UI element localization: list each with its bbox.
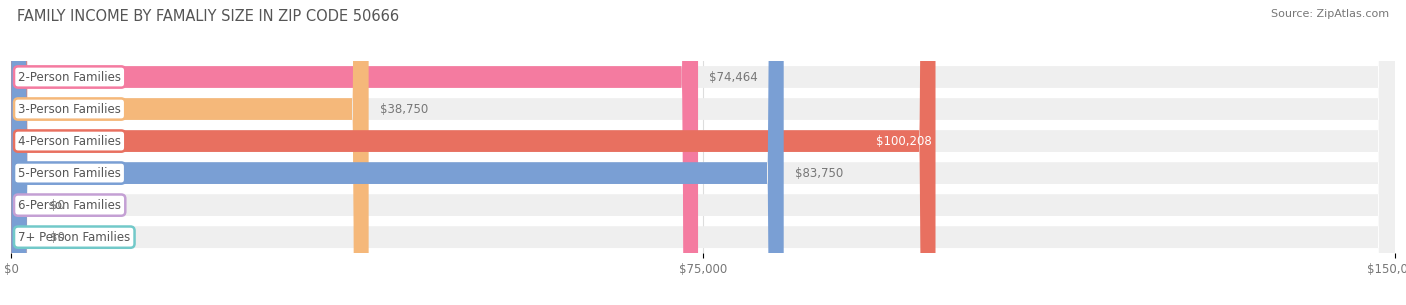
Text: 4-Person Families: 4-Person Families bbox=[18, 135, 121, 148]
Text: 2-Person Families: 2-Person Families bbox=[18, 70, 121, 84]
FancyBboxPatch shape bbox=[11, 0, 1395, 305]
Text: $0: $0 bbox=[51, 231, 65, 244]
FancyBboxPatch shape bbox=[11, 0, 697, 305]
FancyBboxPatch shape bbox=[11, 0, 783, 305]
FancyBboxPatch shape bbox=[11, 0, 1395, 305]
FancyBboxPatch shape bbox=[11, 0, 1395, 305]
Text: $83,750: $83,750 bbox=[794, 167, 844, 180]
FancyBboxPatch shape bbox=[11, 0, 1395, 305]
Text: $0: $0 bbox=[51, 199, 65, 212]
Text: 7+ Person Families: 7+ Person Families bbox=[18, 231, 131, 244]
Text: 3-Person Families: 3-Person Families bbox=[18, 102, 121, 116]
Text: 5-Person Families: 5-Person Families bbox=[18, 167, 121, 180]
Text: Source: ZipAtlas.com: Source: ZipAtlas.com bbox=[1271, 9, 1389, 19]
Text: FAMILY INCOME BY FAMALIY SIZE IN ZIP CODE 50666: FAMILY INCOME BY FAMALIY SIZE IN ZIP COD… bbox=[17, 9, 399, 24]
FancyBboxPatch shape bbox=[11, 0, 1395, 305]
FancyBboxPatch shape bbox=[11, 0, 368, 305]
Text: $74,464: $74,464 bbox=[709, 70, 758, 84]
Text: 6-Person Families: 6-Person Families bbox=[18, 199, 121, 212]
FancyBboxPatch shape bbox=[11, 0, 1395, 305]
Text: $100,208: $100,208 bbox=[876, 135, 931, 148]
Text: $38,750: $38,750 bbox=[380, 102, 427, 116]
FancyBboxPatch shape bbox=[11, 0, 935, 305]
